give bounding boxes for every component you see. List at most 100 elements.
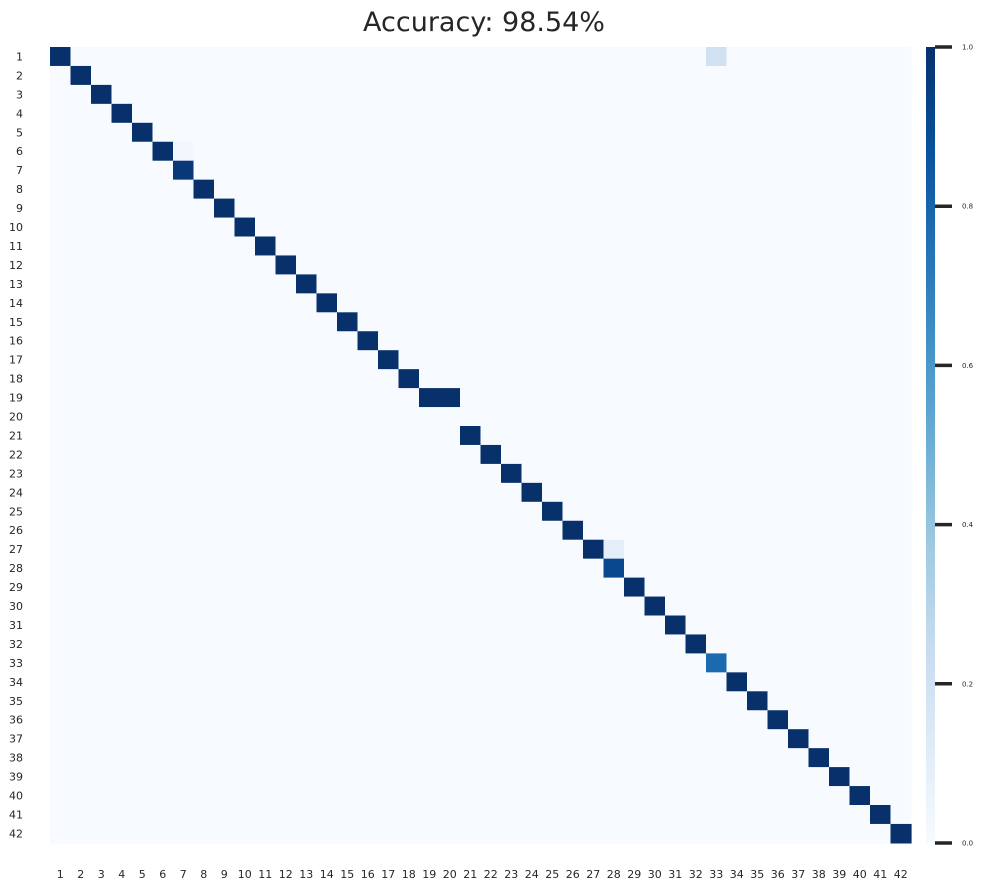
heatmap-cell-r42-c18	[398, 823, 420, 844]
heatmap-cell-r14-c34	[726, 293, 748, 313]
heatmap-cell-r37-c2	[70, 729, 92, 749]
heatmap-cell-r23-c3	[91, 463, 113, 484]
heatmap-cell-r37-c35	[747, 729, 769, 749]
heatmap-cell-r5-c8	[193, 122, 215, 143]
heatmap-cell-r1-c20	[439, 47, 461, 67]
heatmap-cell-r15-c32	[685, 312, 707, 332]
heatmap-cell-r36-c9	[214, 710, 236, 730]
heatmap-cell-r29-c25	[542, 577, 564, 598]
heatmap-cell-r37-c18	[398, 729, 420, 749]
heatmap-cell-r31-c22	[480, 615, 502, 636]
y-tick-label: 42	[9, 827, 23, 840]
heatmap-cell-r21-c1	[50, 426, 72, 446]
x-tick-label: 10	[238, 868, 252, 881]
heatmap-cell-r9-c39	[829, 198, 851, 219]
heatmap-cell-r36-c11	[255, 710, 277, 730]
heatmap-cell-r24-c38	[808, 482, 830, 503]
heatmap-cell-r10-c16	[357, 217, 379, 238]
heatmap-cell-r12-c5	[132, 255, 154, 275]
heatmap-cell-r14-c35	[747, 293, 769, 313]
heatmap-cell-r42-c31	[665, 823, 687, 844]
heatmap-cell-r5-c21	[460, 122, 482, 143]
heatmap-cell-r18-c4	[111, 369, 133, 389]
heatmap-cell-r40-c8	[193, 786, 215, 806]
heatmap-cell-r11-c11	[255, 236, 277, 257]
heatmap-cell-r29-c38	[808, 577, 830, 598]
heatmap-cell-r10-c18	[398, 217, 420, 238]
heatmap-cell-r18-c34	[726, 369, 748, 389]
heatmap-cell-r23-c23	[501, 463, 523, 484]
x-tick-label: 41	[873, 868, 887, 881]
heatmap-cell-r9-c17	[378, 198, 400, 219]
heatmap-cell-r24-c32	[685, 482, 707, 503]
heatmap-cell-r16-c21	[460, 331, 482, 351]
heatmap-cell-r2-c9	[214, 65, 236, 86]
heatmap-cell-r2-c41	[870, 65, 892, 86]
x-tick-label: 34	[730, 868, 744, 881]
heatmap-cell-r41-c26	[562, 805, 584, 825]
heatmap-cell-r10-c25	[542, 217, 564, 238]
heatmap-cell-r19-c37	[788, 388, 810, 408]
heatmap-cell-r15-c11	[255, 312, 277, 332]
heatmap-cell-r9-c29	[624, 198, 646, 219]
heatmap-cell-r18-c23	[501, 369, 523, 389]
heatmap-cell-r19-c8	[193, 388, 215, 408]
heatmap-cell-r22-c34	[726, 444, 748, 465]
y-tick-label: 8	[16, 183, 23, 196]
heatmap-cell-r27-c11	[255, 539, 277, 560]
heatmap-cell-r34-c21	[460, 672, 482, 692]
heatmap-cell-r13-c9	[214, 274, 236, 294]
heatmap-cell-r22-c7	[173, 444, 195, 465]
heatmap-cell-r19-c19	[419, 388, 441, 408]
heatmap-cell-r26-c29	[624, 520, 646, 541]
x-tick-label: 18	[402, 868, 416, 881]
heatmap-cell-r36-c3	[91, 710, 113, 730]
heatmap-cell-r20-c42	[890, 407, 912, 427]
heatmap-cell-r31-c24	[521, 615, 543, 636]
heatmap-cell-r33-c37	[788, 653, 810, 673]
heatmap-cell-r37-c24	[521, 729, 543, 749]
heatmap-cell-r4-c4	[111, 103, 133, 124]
heatmap-cell-r29-c5	[132, 577, 154, 598]
heatmap-cell-r27-c14	[316, 539, 338, 560]
heatmap-cell-r41-c16	[357, 805, 379, 825]
heatmap-cell-r32-c9	[214, 634, 236, 654]
heatmap-cell-r15-c13	[296, 312, 318, 332]
heatmap-cell-r25-c28	[603, 501, 625, 522]
heatmap-cell-r38-c20	[439, 748, 461, 768]
heatmap-cell-r5-c38	[808, 122, 830, 143]
heatmap-cell-r9-c26	[562, 198, 584, 219]
heatmap-cell-r26-c39	[829, 520, 851, 541]
heatmap-cell-r6-c7	[173, 141, 195, 162]
heatmap-cell-r18-c38	[808, 369, 830, 389]
heatmap-cell-r29-c1	[50, 577, 72, 598]
heatmap-cell-r33-c27	[583, 653, 605, 673]
heatmap-cell-r4-c34	[726, 103, 748, 124]
heatmap-cell-r17-c30	[644, 350, 666, 370]
heatmap-cell-r15-c30	[644, 312, 666, 332]
heatmap-cell-r34-c38	[808, 672, 830, 692]
heatmap-cell-r28-c16	[357, 558, 379, 579]
heatmap-cell-r19-c21	[460, 388, 482, 408]
heatmap-cell-r33-c1	[50, 653, 72, 673]
heatmap-cell-r36-c40	[849, 710, 871, 730]
heatmap-cell-r17-c12	[275, 350, 297, 370]
heatmap-cell-r15-c17	[378, 312, 400, 332]
heatmap-cell-r7-c16	[357, 160, 379, 181]
heatmap-cell-r28-c12	[275, 558, 297, 579]
heatmap-cell-r14-c3	[91, 293, 113, 313]
heatmap-cell-r22-c26	[562, 444, 584, 465]
heatmap-cell-r33-c41	[870, 653, 892, 673]
heatmap-cell-r35-c34	[726, 691, 748, 711]
heatmap-cell-r19-c38	[808, 388, 830, 408]
heatmap-cell-r20-c36	[767, 407, 789, 427]
heatmap-cell-r29-c6	[152, 577, 174, 598]
heatmap-cell-r26-c33	[706, 520, 728, 541]
colorbar-tick-label: 0.2	[962, 680, 973, 688]
heatmap-cell-r22-c13	[296, 444, 318, 465]
heatmap-cell-r11-c6	[152, 236, 174, 257]
heatmap-cell-r17-c36	[767, 350, 789, 370]
heatmap-cell-r9-c24	[521, 198, 543, 219]
heatmap-cell-r28-c35	[747, 558, 769, 579]
heatmap-cell-r34-c2	[70, 672, 92, 692]
